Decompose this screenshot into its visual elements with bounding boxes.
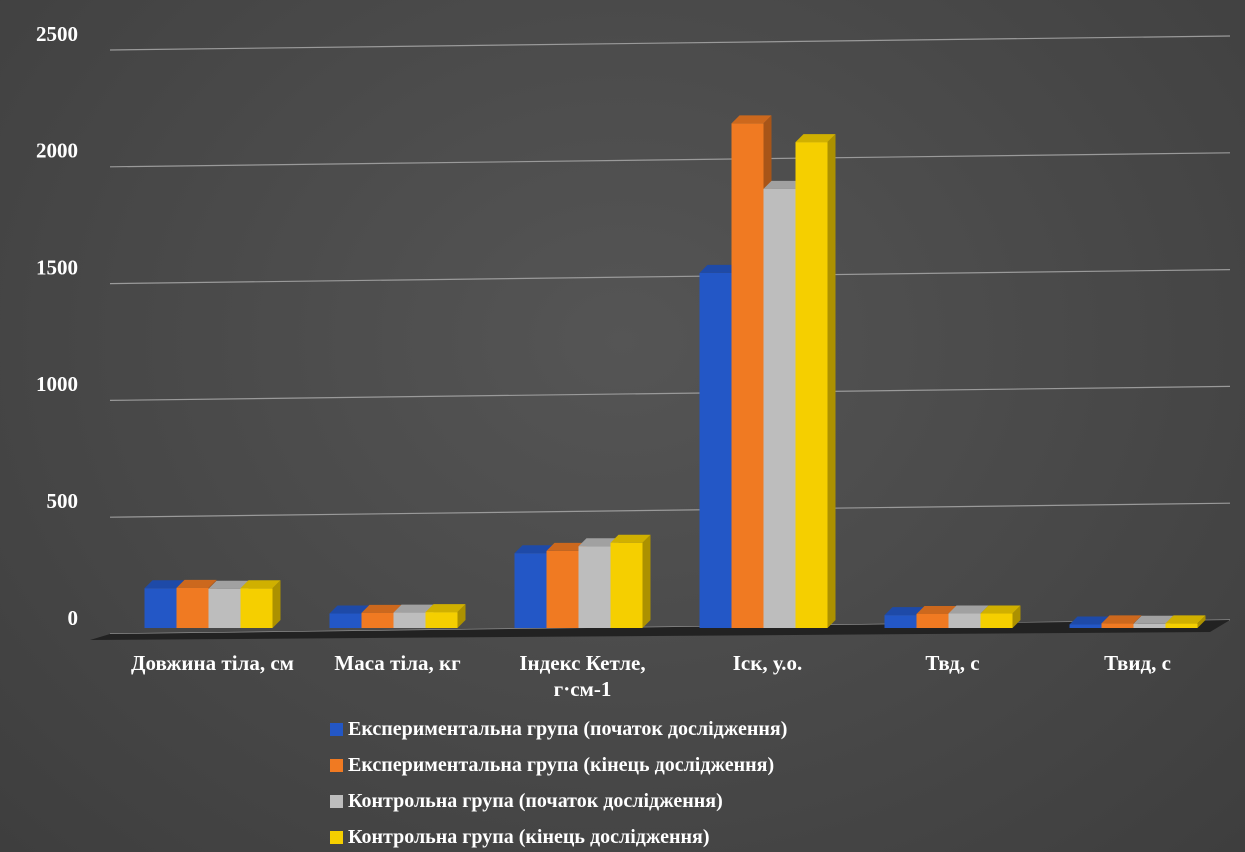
bar-top [916,605,957,614]
bar [176,587,209,628]
legend-label: Експериментальна група (початок дослідже… [348,718,788,740]
legend-label: Контрольна група (початок дослідження) [348,790,723,812]
legend-item: Експериментальна група (кінець досліджен… [330,754,774,777]
x-tick-label: Іск, у.о. [732,651,803,675]
legend-label: Контрольна група (кінець дослідження) [348,826,710,848]
bar [578,546,611,628]
bar-top [144,580,185,589]
bar-top [329,605,370,614]
bar [425,612,458,628]
bar [393,612,426,628]
bar [144,588,177,628]
legend-swatch [330,795,343,808]
bar-top [361,604,402,613]
bar [1165,623,1198,628]
grid-line [109,152,1231,168]
bar-top [1069,616,1110,625]
legend-label: Експериментальна група (кінець досліджен… [348,754,775,776]
bar-side [272,580,281,628]
bar-top [514,545,555,554]
bar-top [208,580,249,589]
bar [361,612,394,628]
y-tick-label: 1500 [36,255,78,279]
bar [916,613,949,628]
bar-top [699,264,740,273]
bar [240,588,273,628]
bar-side [642,534,651,628]
bar-top [763,180,804,189]
bar [763,188,796,628]
bar [1069,624,1102,628]
bar-top [610,534,651,543]
bar-top [795,134,836,143]
bar [514,553,547,628]
bar [795,142,828,628]
x-tick-label: Довжина тіла, см [131,651,294,675]
bar-top [884,607,925,616]
x-tick-label: Твид, с [1104,651,1171,675]
bar-top [1101,615,1142,624]
bar-top [546,542,587,551]
bar-top [393,604,434,613]
bar-side [457,604,466,628]
bar [699,272,732,628]
bar [731,123,764,628]
bar [610,542,643,628]
bar-top [578,538,619,547]
bar-side [827,134,836,628]
bar-top [1165,615,1206,624]
grid-line [109,385,1231,401]
y-tick-label: 2000 [36,139,78,163]
x-tick-label: Індекс Кетле, г·см-1 [519,651,646,701]
y-tick-label: 2500 [36,22,78,46]
bar-top [240,580,281,589]
bar-top [425,604,466,613]
bar [884,615,917,628]
bar [1133,623,1166,628]
bar [948,613,981,628]
bar [208,588,241,628]
bar [546,550,579,628]
bar-side [1012,605,1021,628]
bar-top [1133,615,1174,624]
bar-side [1197,615,1206,628]
y-tick-label: 1000 [36,372,78,396]
y-tick-label: 0 [68,606,79,630]
legend-swatch [330,831,343,844]
legend-swatch [330,759,343,772]
legend-item: Контрольна група (кінець дослідження) [330,826,710,849]
bar [329,613,362,628]
grid-line [109,269,1231,285]
x-tick-label: Твд, с [925,651,980,675]
bar-top [731,115,772,124]
bar-top [980,605,1021,614]
y-tick-label: 500 [47,489,79,513]
bar [1101,623,1134,628]
bar-top [948,605,989,614]
bar [980,613,1013,628]
legend-item: Експериментальна група (початок дослідже… [330,718,787,741]
grid-line [109,502,1231,518]
grid-line [109,35,1231,51]
legend-item: Контрольна група (початок дослідження) [330,790,723,813]
bar-top [176,579,217,588]
x-tick-label: Маса тіла, кг [334,651,461,675]
legend-swatch [330,723,343,736]
